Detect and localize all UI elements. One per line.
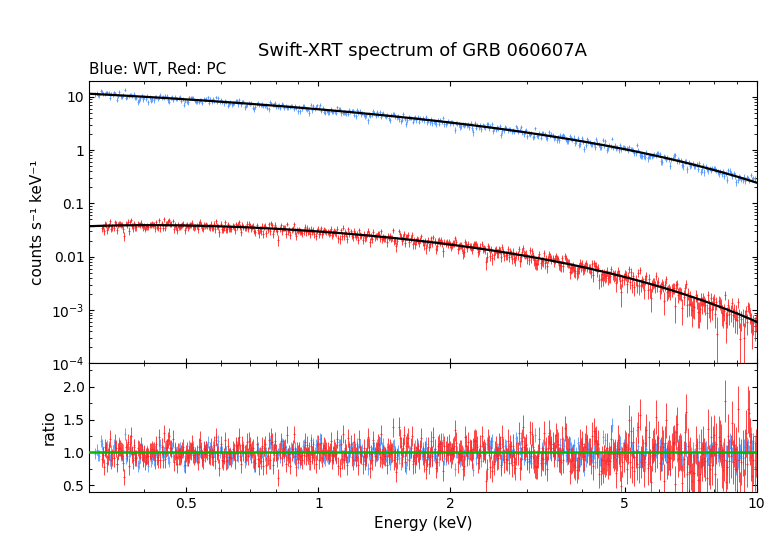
Y-axis label: counts s⁻¹ keV⁻¹: counts s⁻¹ keV⁻¹: [30, 160, 45, 285]
X-axis label: Energy (keV): Energy (keV): [374, 517, 472, 532]
Text: Blue: WT, Red: PC: Blue: WT, Red: PC: [89, 62, 227, 77]
Y-axis label: ratio: ratio: [42, 410, 57, 445]
Title: Swift-XRT spectrum of GRB 060607A: Swift-XRT spectrum of GRB 060607A: [258, 42, 587, 59]
